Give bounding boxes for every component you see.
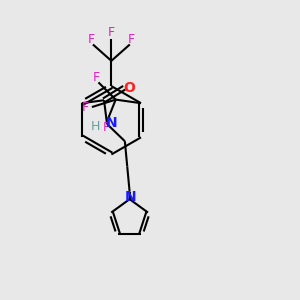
Text: F: F bbox=[88, 33, 95, 46]
Text: F: F bbox=[82, 100, 89, 114]
Text: F: F bbox=[92, 70, 100, 83]
Text: H: H bbox=[90, 121, 100, 134]
Text: F: F bbox=[128, 33, 135, 46]
Text: N: N bbox=[105, 116, 117, 130]
Text: N: N bbox=[125, 190, 136, 204]
Text: O: O bbox=[124, 81, 136, 95]
Text: F: F bbox=[102, 122, 110, 134]
Text: F: F bbox=[108, 26, 115, 39]
